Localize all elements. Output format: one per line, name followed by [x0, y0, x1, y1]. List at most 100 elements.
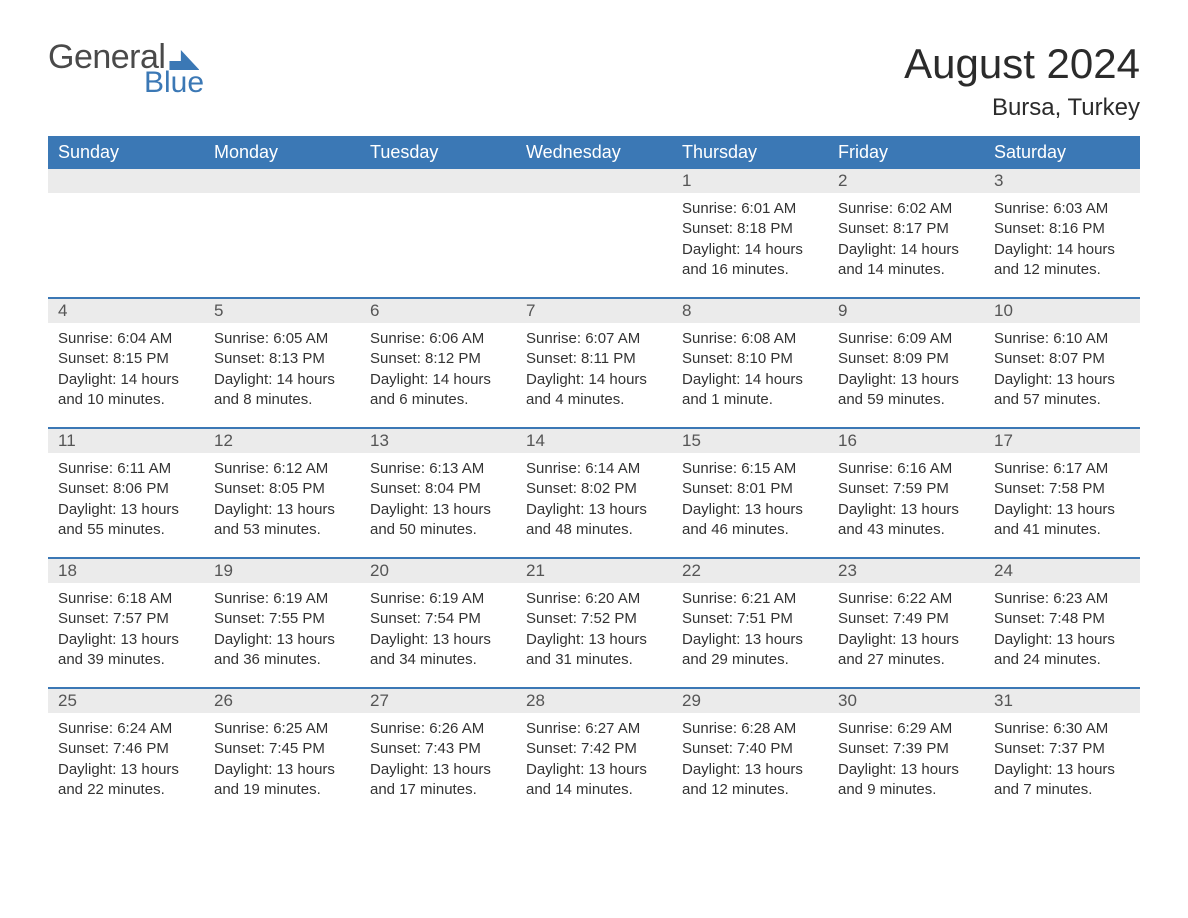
day-sunset: Sunset: 7:59 PM: [838, 479, 974, 499]
calendar: SundayMondayTuesdayWednesdayThursdayFrid…: [48, 136, 1140, 817]
calendar-week: 18Sunrise: 6:18 AMSunset: 7:57 PMDayligh…: [48, 557, 1140, 687]
day-sunset: Sunset: 7:37 PM: [994, 739, 1130, 759]
day-dl1: Daylight: 14 hours: [58, 370, 194, 390]
day-number: 26: [204, 689, 360, 713]
day-body: Sunrise: 6:18 AMSunset: 7:57 PMDaylight:…: [48, 583, 204, 678]
day-dl2: and 34 minutes.: [370, 650, 506, 670]
day-dl2: and 59 minutes.: [838, 390, 974, 410]
day-sunset: Sunset: 7:54 PM: [370, 609, 506, 629]
day-dl2: and 17 minutes.: [370, 780, 506, 800]
day-body: Sunrise: 6:14 AMSunset: 8:02 PMDaylight:…: [516, 453, 672, 548]
day-cell: 1Sunrise: 6:01 AMSunset: 8:18 PMDaylight…: [672, 169, 828, 297]
day-dl1: Daylight: 13 hours: [526, 500, 662, 520]
day-body: Sunrise: 6:22 AMSunset: 7:49 PMDaylight:…: [828, 583, 984, 678]
day-dl1: Daylight: 14 hours: [682, 370, 818, 390]
day-dl1: Daylight: 13 hours: [526, 760, 662, 780]
day-dl2: and 57 minutes.: [994, 390, 1130, 410]
day-number: 27: [360, 689, 516, 713]
calendar-week: 4Sunrise: 6:04 AMSunset: 8:15 PMDaylight…: [48, 297, 1140, 427]
day-sunrise: Sunrise: 6:02 AM: [838, 199, 974, 219]
day-cell: 18Sunrise: 6:18 AMSunset: 7:57 PMDayligh…: [48, 559, 204, 687]
day-cell: 25Sunrise: 6:24 AMSunset: 7:46 PMDayligh…: [48, 689, 204, 817]
day-sunset: Sunset: 7:40 PM: [682, 739, 818, 759]
logo-flag-icon: [169, 50, 199, 70]
day-sunset: Sunset: 8:04 PM: [370, 479, 506, 499]
day-dl1: Daylight: 13 hours: [214, 500, 350, 520]
day-number: 23: [828, 559, 984, 583]
day-body: Sunrise: 6:04 AMSunset: 8:15 PMDaylight:…: [48, 323, 204, 418]
day-cell: 2Sunrise: 6:02 AMSunset: 8:17 PMDaylight…: [828, 169, 984, 297]
day-dl2: and 14 minutes.: [526, 780, 662, 800]
day-sunrise: Sunrise: 6:18 AM: [58, 589, 194, 609]
day-body: Sunrise: 6:05 AMSunset: 8:13 PMDaylight:…: [204, 323, 360, 418]
day-header: Sunday: [48, 136, 204, 169]
day-dl2: and 1 minute.: [682, 390, 818, 410]
logo: General Blue: [48, 40, 204, 98]
day-body: Sunrise: 6:07 AMSunset: 8:11 PMDaylight:…: [516, 323, 672, 418]
day-cell: .: [516, 169, 672, 297]
day-cell: 16Sunrise: 6:16 AMSunset: 7:59 PMDayligh…: [828, 429, 984, 557]
day-dl2: and 29 minutes.: [682, 650, 818, 670]
day-dl2: and 36 minutes.: [214, 650, 350, 670]
day-sunrise: Sunrise: 6:19 AM: [370, 589, 506, 609]
day-dl1: Daylight: 13 hours: [838, 500, 974, 520]
day-number: 19: [204, 559, 360, 583]
day-sunset: Sunset: 8:07 PM: [994, 349, 1130, 369]
day-number: 7: [516, 299, 672, 323]
day-sunrise: Sunrise: 6:08 AM: [682, 329, 818, 349]
day-sunrise: Sunrise: 6:13 AM: [370, 459, 506, 479]
day-body: Sunrise: 6:25 AMSunset: 7:45 PMDaylight:…: [204, 713, 360, 808]
day-cell: 4Sunrise: 6:04 AMSunset: 8:15 PMDaylight…: [48, 299, 204, 427]
day-number: 13: [360, 429, 516, 453]
title-block: August 2024 Bursa, Turkey: [904, 40, 1140, 122]
calendar-week: 11Sunrise: 6:11 AMSunset: 8:06 PMDayligh…: [48, 427, 1140, 557]
day-header: Monday: [204, 136, 360, 169]
day-dl1: Daylight: 13 hours: [58, 760, 194, 780]
day-body: Sunrise: 6:23 AMSunset: 7:48 PMDaylight:…: [984, 583, 1140, 678]
day-cell: 5Sunrise: 6:05 AMSunset: 8:13 PMDaylight…: [204, 299, 360, 427]
day-cell: .: [48, 169, 204, 297]
day-sunset: Sunset: 7:58 PM: [994, 479, 1130, 499]
day-body: Sunrise: 6:27 AMSunset: 7:42 PMDaylight:…: [516, 713, 672, 808]
day-body: Sunrise: 6:19 AMSunset: 7:55 PMDaylight:…: [204, 583, 360, 678]
logo-text-blue: Blue: [144, 68, 204, 98]
day-number: 4: [48, 299, 204, 323]
day-dl2: and 55 minutes.: [58, 520, 194, 540]
day-number: 5: [204, 299, 360, 323]
day-sunrise: Sunrise: 6:24 AM: [58, 719, 194, 739]
day-body: Sunrise: 6:10 AMSunset: 8:07 PMDaylight:…: [984, 323, 1140, 418]
day-cell: 12Sunrise: 6:12 AMSunset: 8:05 PMDayligh…: [204, 429, 360, 557]
day-cell: 27Sunrise: 6:26 AMSunset: 7:43 PMDayligh…: [360, 689, 516, 817]
day-sunrise: Sunrise: 6:10 AM: [994, 329, 1130, 349]
day-cell: 7Sunrise: 6:07 AMSunset: 8:11 PMDaylight…: [516, 299, 672, 427]
day-dl2: and 8 minutes.: [214, 390, 350, 410]
day-dl2: and 41 minutes.: [994, 520, 1130, 540]
day-cell: 10Sunrise: 6:10 AMSunset: 8:07 PMDayligh…: [984, 299, 1140, 427]
day-dl2: and 39 minutes.: [58, 650, 194, 670]
day-dl1: Daylight: 13 hours: [838, 630, 974, 650]
day-sunset: Sunset: 7:57 PM: [58, 609, 194, 629]
day-cell: 17Sunrise: 6:17 AMSunset: 7:58 PMDayligh…: [984, 429, 1140, 557]
day-body: Sunrise: 6:12 AMSunset: 8:05 PMDaylight:…: [204, 453, 360, 548]
header: General Blue August 2024 Bursa, Turkey: [48, 40, 1140, 122]
day-sunrise: Sunrise: 6:03 AM: [994, 199, 1130, 219]
day-dl1: Daylight: 14 hours: [838, 240, 974, 260]
day-cell: 26Sunrise: 6:25 AMSunset: 7:45 PMDayligh…: [204, 689, 360, 817]
day-dl1: Daylight: 13 hours: [370, 630, 506, 650]
day-dl2: and 7 minutes.: [994, 780, 1130, 800]
day-cell: 19Sunrise: 6:19 AMSunset: 7:55 PMDayligh…: [204, 559, 360, 687]
day-dl2: and 24 minutes.: [994, 650, 1130, 670]
day-number: 2: [828, 169, 984, 193]
day-header: Thursday: [672, 136, 828, 169]
day-body: Sunrise: 6:26 AMSunset: 7:43 PMDaylight:…: [360, 713, 516, 808]
day-dl1: Daylight: 13 hours: [58, 630, 194, 650]
day-cell: 22Sunrise: 6:21 AMSunset: 7:51 PMDayligh…: [672, 559, 828, 687]
day-body: Sunrise: 6:01 AMSunset: 8:18 PMDaylight:…: [672, 193, 828, 288]
day-sunset: Sunset: 8:16 PM: [994, 219, 1130, 239]
day-body: Sunrise: 6:24 AMSunset: 7:46 PMDaylight:…: [48, 713, 204, 808]
day-cell: 28Sunrise: 6:27 AMSunset: 7:42 PMDayligh…: [516, 689, 672, 817]
day-body: Sunrise: 6:06 AMSunset: 8:12 PMDaylight:…: [360, 323, 516, 418]
day-sunrise: Sunrise: 6:21 AM: [682, 589, 818, 609]
day-dl1: Daylight: 13 hours: [370, 760, 506, 780]
day-header: Saturday: [984, 136, 1140, 169]
